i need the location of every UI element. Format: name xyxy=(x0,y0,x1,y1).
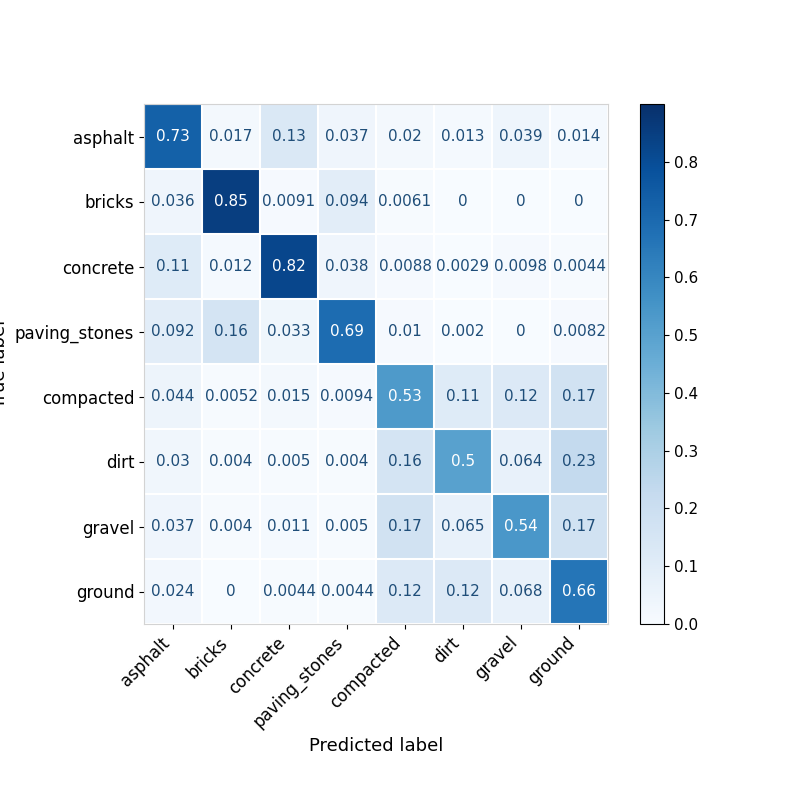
Text: 0.17: 0.17 xyxy=(562,389,596,404)
Text: 0.0091: 0.0091 xyxy=(262,194,315,209)
Text: 0.0044: 0.0044 xyxy=(553,259,606,274)
Text: 0.0029: 0.0029 xyxy=(437,259,490,274)
Text: 0.013: 0.013 xyxy=(442,129,485,144)
Text: 0.82: 0.82 xyxy=(272,259,306,274)
Text: 0.5: 0.5 xyxy=(451,454,475,469)
Text: 0.16: 0.16 xyxy=(214,324,248,339)
Text: 0.036: 0.036 xyxy=(151,194,195,209)
Text: 0.005: 0.005 xyxy=(326,519,369,534)
Text: 0.005: 0.005 xyxy=(267,454,310,469)
Text: 0.064: 0.064 xyxy=(499,454,542,469)
Y-axis label: True label: True label xyxy=(0,320,10,408)
Text: 0.004: 0.004 xyxy=(210,454,253,469)
Text: 0.004: 0.004 xyxy=(210,519,253,534)
Text: 0.16: 0.16 xyxy=(388,454,422,469)
Text: 0.039: 0.039 xyxy=(499,129,543,144)
Text: 0.044: 0.044 xyxy=(151,389,194,404)
Text: 0.017: 0.017 xyxy=(210,129,253,144)
Text: 0: 0 xyxy=(574,194,584,209)
Text: 0.12: 0.12 xyxy=(388,584,422,599)
Text: 0.12: 0.12 xyxy=(446,584,480,599)
Text: 0.002: 0.002 xyxy=(442,324,485,339)
Text: 0.66: 0.66 xyxy=(562,584,596,599)
Text: 0.53: 0.53 xyxy=(388,389,422,404)
Text: 0.17: 0.17 xyxy=(388,519,422,534)
Text: 0.12: 0.12 xyxy=(504,389,538,404)
Text: 0.0044: 0.0044 xyxy=(321,584,374,599)
Text: 0.024: 0.024 xyxy=(151,584,194,599)
Text: 0: 0 xyxy=(226,584,236,599)
Text: 0.54: 0.54 xyxy=(504,519,538,534)
X-axis label: Predicted label: Predicted label xyxy=(309,737,443,754)
Text: 0.094: 0.094 xyxy=(326,194,369,209)
Text: 0.068: 0.068 xyxy=(499,584,542,599)
Text: 0.11: 0.11 xyxy=(156,259,190,274)
Text: 0.01: 0.01 xyxy=(388,324,422,339)
Text: 0.033: 0.033 xyxy=(267,324,311,339)
Text: 0.065: 0.065 xyxy=(442,519,485,534)
Text: 0.004: 0.004 xyxy=(326,454,369,469)
Text: 0.092: 0.092 xyxy=(151,324,194,339)
Text: 0.014: 0.014 xyxy=(558,129,601,144)
Text: 0: 0 xyxy=(458,194,468,209)
Text: 0.011: 0.011 xyxy=(267,519,310,534)
Text: 0.0088: 0.0088 xyxy=(378,259,431,274)
Text: 0.23: 0.23 xyxy=(562,454,596,469)
Text: 0.11: 0.11 xyxy=(446,389,480,404)
Text: 0.73: 0.73 xyxy=(156,129,190,144)
Text: 0.17: 0.17 xyxy=(562,519,596,534)
Text: 0.0061: 0.0061 xyxy=(378,194,431,209)
Text: 0.02: 0.02 xyxy=(388,129,422,144)
Text: 0.0052: 0.0052 xyxy=(205,389,258,404)
Text: 0.13: 0.13 xyxy=(272,129,306,144)
Text: 0: 0 xyxy=(516,194,526,209)
Text: 0.015: 0.015 xyxy=(267,389,310,404)
Text: 0.038: 0.038 xyxy=(326,259,369,274)
Text: 0.85: 0.85 xyxy=(214,194,248,209)
Text: 0.0094: 0.0094 xyxy=(321,389,374,404)
Text: 0.037: 0.037 xyxy=(151,519,194,534)
Text: 0: 0 xyxy=(516,324,526,339)
Text: 0.0098: 0.0098 xyxy=(494,259,547,274)
Text: 0.03: 0.03 xyxy=(156,454,190,469)
Text: 0.69: 0.69 xyxy=(330,324,364,339)
Text: 0.0082: 0.0082 xyxy=(553,324,606,339)
Text: 0.0044: 0.0044 xyxy=(262,584,315,599)
Text: 0.012: 0.012 xyxy=(210,259,253,274)
Text: 0.037: 0.037 xyxy=(326,129,369,144)
